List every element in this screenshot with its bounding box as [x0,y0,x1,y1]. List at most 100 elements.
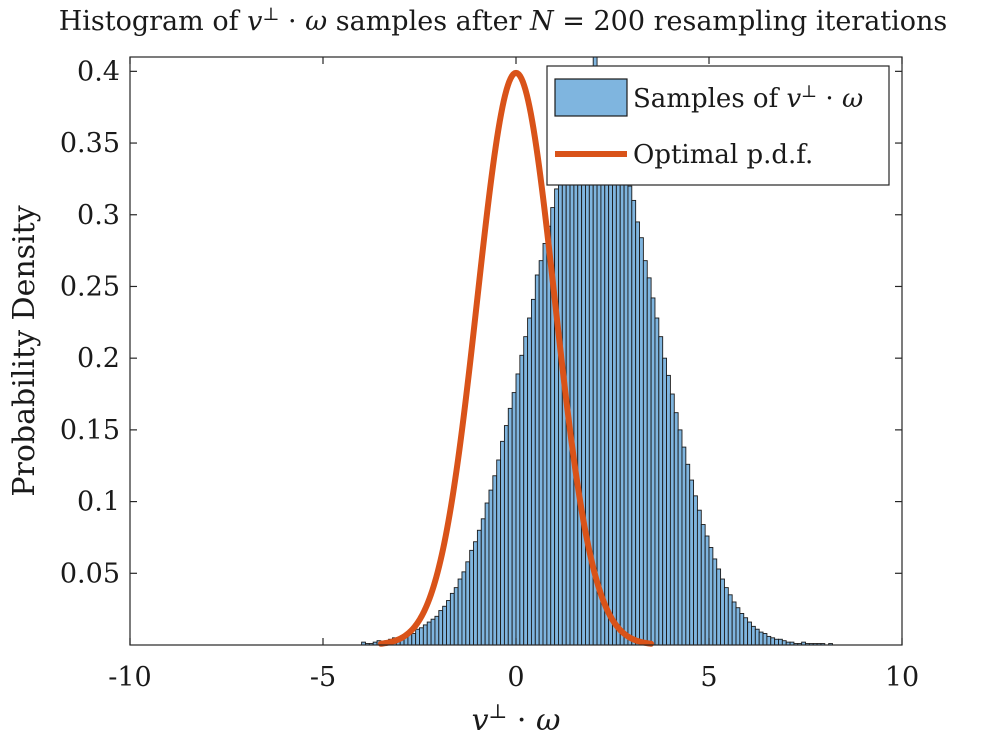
histogram-bar [453,587,459,646]
histogram-bar [469,549,474,646]
histogram-bar [457,578,463,646]
histogram-bar [426,621,432,646]
histogram-bar [577,105,583,646]
x-tick-label: 10 [885,662,919,693]
histogram-bar [758,631,764,646]
histogram-bar [476,529,482,646]
histogram-bar [492,475,498,646]
histogram-bar [693,495,698,646]
histogram-bar [484,502,490,646]
histogram-bar [573,116,579,646]
histogram-bar [519,354,525,646]
histogram-bar [642,260,648,646]
histogram-bar [689,479,695,646]
histogram-bar [654,317,660,646]
histogram-bar [646,277,652,646]
histogram-bar [608,105,613,646]
histogram-bar [735,607,741,646]
histogram-bar [500,440,505,646]
pdf-curve [377,69,655,647]
histogram-bar [673,412,679,646]
title-omega: ω [305,6,327,37]
histogram-bar [631,199,637,646]
xlabel-perp: ⊥ [489,699,508,723]
histogram-bar [723,587,729,646]
histogram-bar [546,225,552,646]
histogram-bar [515,373,521,646]
y-tick-label: 0.2 [77,343,120,374]
chart-title: Histogram of v⊥ · ω samples after N = 20… [59,4,948,37]
legend-hist-dot: · [817,84,842,114]
histogram-bar [554,188,559,646]
histogram-bar [623,165,629,646]
histogram-bar [558,172,563,646]
histogram-bar [411,633,417,646]
histogram-bar [619,151,625,646]
pdf-curve-layer [377,69,655,647]
histogram-bar [716,568,722,646]
histogram-bar [681,446,687,646]
histogram-bar [538,260,544,646]
legend-hist-v: v [786,84,801,114]
histogram-bar [434,615,440,646]
histogram-bar [727,594,733,646]
histogram-bar [696,509,702,646]
histogram-bar [569,128,575,646]
histogram-bar [677,429,683,646]
histogram-bar [488,489,494,646]
x-tick-label: 0 [507,662,524,693]
y-tick-label: 0.3 [77,200,120,231]
title-suffix: = 200 resampling iterations [554,6,948,37]
y-tick-label: 0.1 [77,487,120,518]
histogram-bar [704,535,710,646]
histogram-bar [511,392,517,646]
histogram-bar [465,561,471,646]
histogram-bar [438,610,444,646]
histogram-bar [446,600,451,646]
x-tick-label: 5 [700,662,717,693]
histogram-bar [473,541,478,646]
histogram-bar [751,625,756,646]
histogram-bar [720,578,725,646]
histogram-bar [530,298,536,646]
y-tick-label: 0.35 [60,128,120,159]
title-prefix: Histogram of [59,6,247,37]
xlabel-v: v [472,703,489,738]
histogram-bar [774,638,779,646]
title-dot: · [279,6,305,37]
histogram-bar [449,592,455,646]
title-perp: ⊥ [262,4,279,25]
legend: Samples of v⊥ · ω Optimal p.d.f. [546,65,890,186]
x-tick-label: -10 [108,662,151,693]
histogram-bar [430,618,436,646]
legend-hist-prefix: Samples of [633,84,786,114]
legend-curve-label: Optimal p.d.f. [633,140,813,170]
histogram-bar [650,297,656,646]
histogram-bar [615,133,621,646]
histogram-bar [419,627,424,646]
y-tick-label: 0.05 [60,558,120,589]
histogram-bar [415,628,420,646]
histogram-bar [781,640,787,646]
histogram-bar [461,571,467,646]
histogram-bar [422,624,428,646]
histogram-bar [778,638,783,646]
histogram-bar [507,407,513,646]
histogram-bar [442,605,447,646]
y-tick-label: 0.25 [60,271,120,302]
histogram-bar [503,425,509,646]
title-middle: samples after [327,6,530,37]
histogram-bar [666,374,671,646]
legend-hist-swatch [554,78,628,117]
histogram-bar [480,518,486,646]
y-tick-label: 0.15 [60,415,120,446]
histogram-bar [542,242,548,646]
histogram-bar [712,558,718,646]
x-tick-label: -5 [310,662,336,693]
histogram-bar [639,237,644,646]
histogram-bar [496,459,502,646]
xlabel-omega: ω [536,703,560,738]
legend-hist-omega: ω [842,84,863,114]
y-tick-label: 0.4 [77,56,120,87]
histogram-bar [658,336,664,646]
